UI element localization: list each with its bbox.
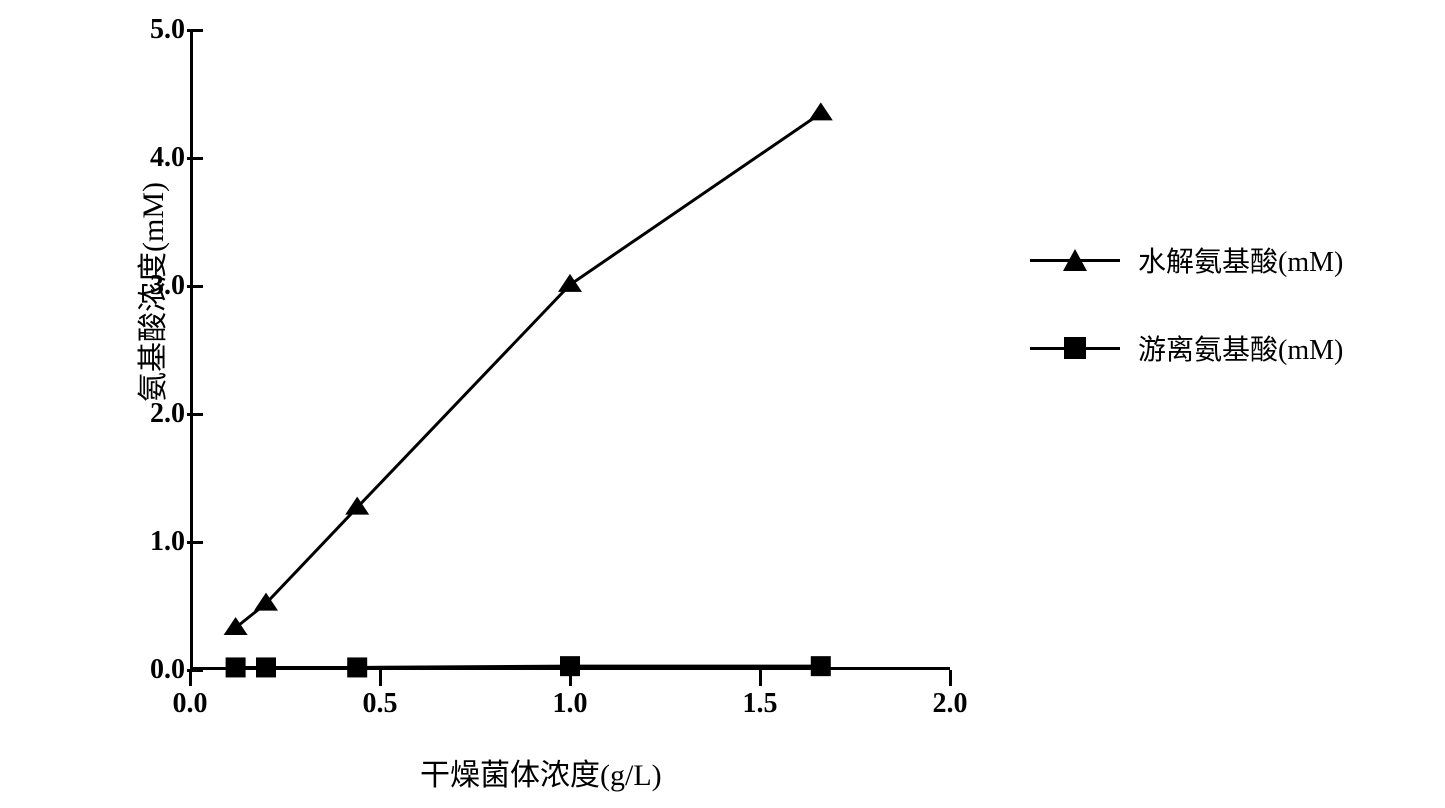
y-tick-label: 3.0 bbox=[115, 270, 185, 302]
legend-line bbox=[1030, 347, 1120, 350]
series-line bbox=[236, 666, 821, 667]
triangle-icon bbox=[558, 274, 582, 292]
y-tick-label: 2.0 bbox=[115, 398, 185, 430]
legend-item-hydrolyzed: 水解氨基酸(mM) bbox=[1030, 240, 1343, 280]
legend-label: 游离氨基酸(mM) bbox=[1138, 328, 1343, 368]
chart-container: 氨基酸浓度(mM) 干燥菌体浓度(g/L) 水解氨基酸(mM) 游离氨基酸(mM… bbox=[40, 10, 1420, 800]
x-tick-label: 0.5 bbox=[363, 688, 398, 720]
chart-data-layer bbox=[190, 30, 950, 670]
triangle-icon bbox=[809, 102, 833, 120]
x-tick-label: 1.5 bbox=[743, 688, 778, 720]
square-icon bbox=[226, 657, 246, 677]
y-tick bbox=[187, 541, 203, 544]
x-tick-label: 2.0 bbox=[933, 688, 968, 720]
triangle-icon bbox=[1063, 249, 1087, 271]
x-tick-label: 0.0 bbox=[173, 688, 208, 720]
y-tick-label: 0.0 bbox=[115, 654, 185, 686]
x-tick-label: 1.0 bbox=[553, 688, 588, 720]
square-icon bbox=[811, 656, 831, 676]
y-tick-label: 1.0 bbox=[115, 526, 185, 558]
x-tick bbox=[949, 670, 952, 686]
square-icon bbox=[347, 657, 367, 677]
x-tick bbox=[569, 670, 572, 686]
x-tick bbox=[379, 670, 382, 686]
chart-legend: 水解氨基酸(mM) 游离氨基酸(mM) bbox=[1030, 240, 1343, 416]
legend-item-free: 游离氨基酸(mM) bbox=[1030, 328, 1343, 368]
x-tick bbox=[759, 670, 762, 686]
y-tick bbox=[187, 413, 203, 416]
square-icon bbox=[256, 657, 276, 677]
legend-line bbox=[1030, 259, 1120, 262]
x-axis-label: 干燥菌体浓度(g/L) bbox=[420, 750, 662, 794]
x-tick bbox=[189, 670, 192, 686]
y-tick bbox=[187, 29, 203, 32]
y-tick-label: 4.0 bbox=[115, 142, 185, 174]
y-tick bbox=[187, 285, 203, 288]
y-tick-label: 5.0 bbox=[115, 14, 185, 46]
series-line bbox=[236, 113, 821, 628]
y-tick bbox=[187, 157, 203, 160]
square-icon bbox=[1064, 337, 1086, 359]
legend-label: 水解氨基酸(mM) bbox=[1138, 240, 1343, 280]
